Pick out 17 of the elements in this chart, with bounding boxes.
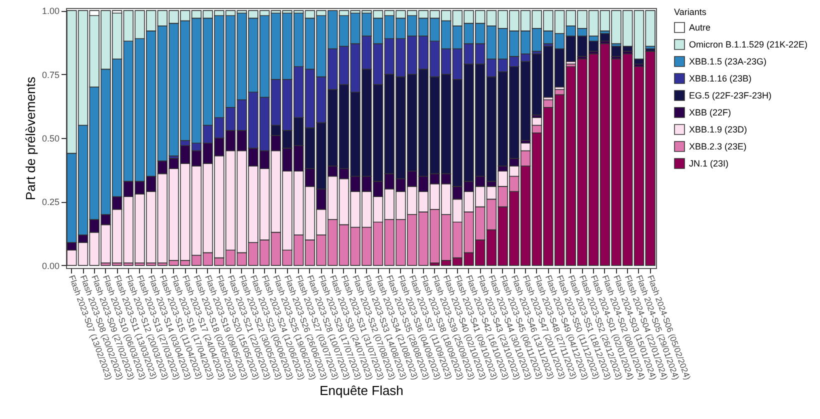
y-tick-label: 0.50 (42, 134, 60, 144)
legend-label: XBB.2.3 (23E) (689, 142, 747, 152)
legend-label: JN.1 (23I) (689, 158, 729, 168)
x-axis-title: Enquête Flash (320, 382, 404, 398)
legend-label: XBB (22F) (689, 108, 732, 118)
legend-label: Autre (689, 22, 711, 32)
y-tick-label: 0.25 (42, 197, 60, 208)
legend-label: XBB.1.9 (23D) (689, 124, 748, 134)
y-tick-label: 1.00 (42, 6, 60, 16)
legend-label: Omicron B.1.1.529 (21K-22E) (689, 40, 808, 50)
legend-title: Variants (674, 7, 707, 17)
legend-label: EG.5 (22F-23F-23H) (689, 90, 772, 100)
y-tick-label: 0.00 (42, 260, 60, 271)
y-axis-title: Part de prélèvements (22, 76, 38, 200)
legend-label: XBB.1.5 (23A-23G) (689, 56, 767, 66)
legend-label: XBB.1.16 (23B) (689, 74, 752, 84)
y-tick-label: 0.75 (42, 70, 60, 80)
